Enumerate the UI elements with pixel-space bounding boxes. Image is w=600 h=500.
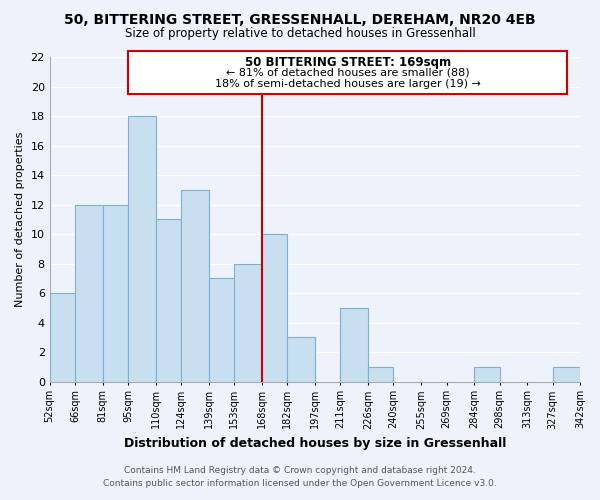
Bar: [368, 367, 394, 382]
Bar: [262, 234, 287, 382]
Y-axis label: Number of detached properties: Number of detached properties: [15, 132, 25, 307]
Bar: [340, 308, 368, 382]
Bar: [553, 367, 580, 382]
Bar: [50, 293, 75, 382]
Bar: [474, 367, 500, 382]
Text: 18% of semi-detached houses are larger (19) →: 18% of semi-detached houses are larger (…: [215, 79, 481, 89]
Text: ← 81% of detached houses are smaller (88): ← 81% of detached houses are smaller (88…: [226, 68, 470, 78]
X-axis label: Distribution of detached houses by size in Gressenhall: Distribution of detached houses by size …: [124, 437, 506, 450]
Bar: [103, 204, 128, 382]
Text: 50, BITTERING STREET, GRESSENHALL, DEREHAM, NR20 4EB: 50, BITTERING STREET, GRESSENHALL, DEREH…: [64, 12, 536, 26]
Text: Contains HM Land Registry data © Crown copyright and database right 2024.
Contai: Contains HM Land Registry data © Crown c…: [103, 466, 497, 487]
Text: Size of property relative to detached houses in Gressenhall: Size of property relative to detached ho…: [125, 28, 475, 40]
Bar: [128, 116, 156, 382]
Bar: [181, 190, 209, 382]
Bar: [156, 220, 181, 382]
Bar: [287, 338, 315, 382]
FancyBboxPatch shape: [128, 51, 567, 94]
Bar: [235, 264, 262, 382]
Bar: [209, 278, 235, 382]
Bar: [75, 204, 103, 382]
Text: 50 BITTERING STREET: 169sqm: 50 BITTERING STREET: 169sqm: [245, 56, 451, 68]
